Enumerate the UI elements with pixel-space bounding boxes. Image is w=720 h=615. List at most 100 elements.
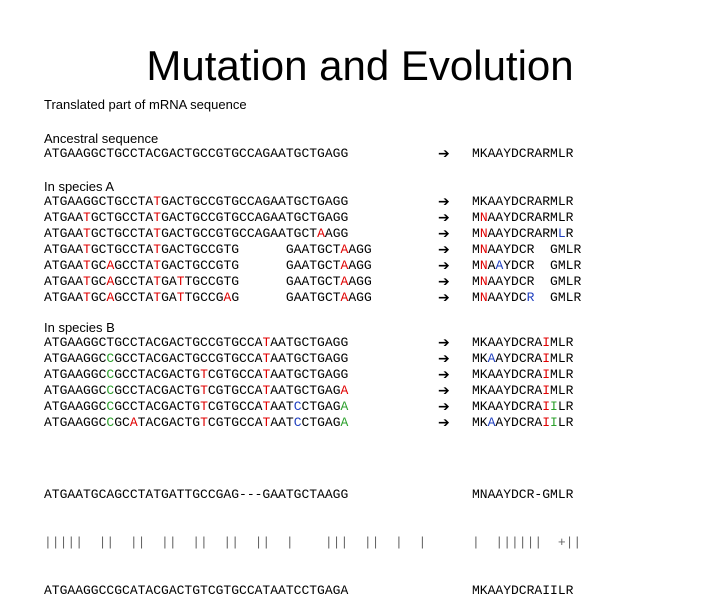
protein-sequence-line: MKAAYDCRARMLR bbox=[472, 146, 573, 162]
protein-sequence-line: MKAAYDCRAIMLR bbox=[472, 335, 573, 351]
sequence-segment: GACTGCCGTG GAATGCT bbox=[161, 242, 341, 257]
sequence-segment: A bbox=[317, 226, 325, 241]
arrow-block-species-b: ➔ ➔ ➔ ➔ ➔ ➔ bbox=[438, 335, 450, 431]
sequence-segment: MKAAYDCRA bbox=[472, 367, 543, 382]
sequence-segment: TGCCGTG GAATGCT bbox=[184, 274, 341, 289]
sequence-segment: ATGAAGGCTGCCTACGACTGCCGTGCCAGAATGCTGAGG bbox=[44, 146, 349, 161]
sequence-segment: R bbox=[526, 290, 535, 305]
sequence-segment: I bbox=[542, 335, 551, 350]
sequence-segment: T bbox=[200, 367, 208, 382]
sequence-segment: GA bbox=[161, 274, 177, 289]
sequence-segment: R bbox=[565, 226, 574, 241]
sequence-segment: ATGAA bbox=[44, 242, 84, 257]
sequence-segment: T bbox=[153, 258, 162, 273]
protein-block-ancestral: MKAAYDCRARMLR bbox=[472, 146, 573, 162]
sequence-segment: MK bbox=[472, 351, 488, 366]
sequence-segment: N bbox=[479, 274, 488, 289]
sequence-segment: C bbox=[293, 399, 302, 414]
sequence-segment: GCTGCCTA bbox=[90, 210, 154, 225]
subtitle: Translated part of mRNA sequence bbox=[44, 97, 247, 112]
sequence-segment: AAT bbox=[270, 399, 294, 414]
protein-block-species-a: MKAAYDCRARMLR MNAAYDCRARMLR MNAAYDCRARMLR M… bbox=[472, 194, 581, 306]
sequence-segment: T bbox=[262, 415, 271, 430]
sequence-segment: I bbox=[542, 399, 551, 414]
sequence-segment: T bbox=[176, 274, 185, 289]
sequence-segment: C bbox=[106, 383, 115, 398]
sequence-segment: CGTGCCA bbox=[207, 415, 263, 430]
dna-block-ancestral: ATGAAGGCTGCCTACGACTGCCGTGCCAGAATGCTGAGG bbox=[44, 146, 348, 162]
section-label-species-a: In species A bbox=[44, 179, 115, 194]
sequence-segment: N bbox=[479, 226, 488, 241]
sequence-segment: N bbox=[479, 210, 488, 225]
arrow-icon: ➔ bbox=[438, 351, 450, 367]
arrow-icon: ➔ bbox=[438, 367, 450, 383]
dna-sequence-line: ATGAAGGCTGCCTACGACTGCCGTGCCATAATGCTGAGG bbox=[44, 335, 348, 351]
alignment-dna-top: ATGAATGCAGCCTATGATTGCCGAG---GAATGCTAAGG bbox=[44, 487, 349, 502]
sequence-segment: A bbox=[487, 415, 496, 430]
dna-sequence-line: ATGAATGCTGCCTATGACTGCCGTGCCAGAATGCTAAGG bbox=[44, 226, 372, 242]
sequence-segment: T bbox=[153, 226, 162, 241]
sequence-segment: T bbox=[153, 210, 162, 225]
arrow-icon: ➔ bbox=[438, 210, 450, 226]
sequence-segment: GCCTACGACTG bbox=[114, 399, 201, 414]
protein-sequence-line: MKAAYDCRARMLR bbox=[472, 194, 581, 210]
sequence-segment: ATGAAGGC bbox=[44, 383, 107, 398]
dna-sequence-line: ATGAATGCAGCCTATGATTGCCGTG GAATGCTAAGG bbox=[44, 274, 372, 290]
sequence-segment: YDCR GMLR bbox=[503, 258, 582, 273]
sequence-segment: L bbox=[557, 226, 566, 241]
sequence-segment: ATGAA bbox=[44, 258, 84, 273]
sequence-segment: C bbox=[293, 415, 302, 430]
sequence-segment: GCCTA bbox=[114, 290, 154, 305]
dna-sequence-line: ATGAATGCTGCCTATGACTGCCGTGCCAGAATGCTGAGG bbox=[44, 210, 372, 226]
sequence-segment: ATGAA bbox=[44, 210, 84, 225]
arrow-block-ancestral: ➔ bbox=[438, 146, 450, 162]
sequence-segment: T bbox=[83, 242, 91, 257]
arrow-icon: ➔ bbox=[438, 290, 450, 306]
sequence-segment: MLR bbox=[550, 383, 574, 398]
dna-sequence-line: ATGAAGGCCGCATACGACTGTCGTGCCATAATCCTGAGA bbox=[44, 415, 348, 431]
sequence-segment: LR bbox=[557, 399, 574, 414]
protein-sequence-line: MKAAYDCRAIILR bbox=[472, 399, 573, 415]
sequence-segment: M bbox=[472, 274, 480, 289]
alignment-protein-top: MNAAYDCR-GMLR bbox=[472, 487, 574, 502]
sequence-segment: CGTGCCA bbox=[207, 399, 263, 414]
alignment-dna-bottom: ATGAAGGCCGCATACGACTGTCGTGCCATAATCCTGAGA bbox=[44, 583, 349, 598]
sequence-segment: CTGAG bbox=[301, 399, 341, 414]
sequence-segment: T bbox=[153, 242, 162, 257]
sequence-segment: ATGAAGGCTGCCTA bbox=[44, 194, 154, 209]
arrow-icon: ➔ bbox=[438, 335, 450, 351]
sequence-segment: A bbox=[223, 290, 232, 305]
sequence-segment: GCTGCCTA bbox=[90, 242, 154, 257]
sequence-segment: AATGCTGAG bbox=[270, 383, 341, 398]
sequence-segment: I bbox=[542, 415, 551, 430]
sequence-segment: AAYDC bbox=[487, 290, 527, 305]
sequence-segment: GCCTACGACTG bbox=[114, 383, 201, 398]
arrow-icon: ➔ bbox=[438, 242, 450, 258]
protein-sequence-line: MKAAYDCRAIMLR bbox=[472, 351, 573, 367]
sequence-segment: T bbox=[200, 383, 208, 398]
sequence-segment: MKAAYDCRA bbox=[472, 335, 543, 350]
arrow-icon: ➔ bbox=[438, 258, 450, 274]
arrow-icon: ➔ bbox=[438, 226, 450, 242]
protein-block-species-b: MKAAYDCRAIMLR MKAAYDCRAIMLR MKAAYDCRAIMLR M… bbox=[472, 335, 573, 431]
sequence-segment: A bbox=[487, 258, 496, 273]
sequence-segment: A bbox=[487, 351, 496, 366]
sequence-segment: ATGAAGGC bbox=[44, 367, 107, 382]
sequence-segment: A bbox=[340, 399, 349, 414]
sequence-segment: ATGAA bbox=[44, 274, 84, 289]
sequence-segment: AATGCTGAGG bbox=[270, 335, 349, 350]
sequence-segment: MKAAYDCRA bbox=[472, 399, 543, 414]
sequence-segment: ATGAA bbox=[44, 226, 84, 241]
sequence-segment: GA bbox=[161, 290, 177, 305]
dna-sequence-line: ATGAATGCAGCCTATGATTGCCGAG GAATGCTAAGG bbox=[44, 290, 372, 306]
protein-sequence-line: MKAAYDCRAIILR bbox=[472, 415, 573, 431]
sequence-segment: GACTGCCGTG GAATGCT bbox=[161, 258, 341, 273]
sequence-segment: T bbox=[262, 399, 271, 414]
sequence-segment: MLR bbox=[550, 335, 574, 350]
arrow-icon: ➔ bbox=[438, 415, 450, 431]
sequence-segment: AYDCRA bbox=[495, 351, 543, 366]
sequence-segment: MK bbox=[472, 415, 488, 430]
sequence-segment: ATGAAGGC bbox=[44, 399, 107, 414]
alignment-protein-match: | |||||| +|| bbox=[472, 535, 582, 550]
dna-block-species-b: ATGAAGGCTGCCTACGACTGCCGTGCCATAATGCTGAGG A… bbox=[44, 335, 348, 431]
